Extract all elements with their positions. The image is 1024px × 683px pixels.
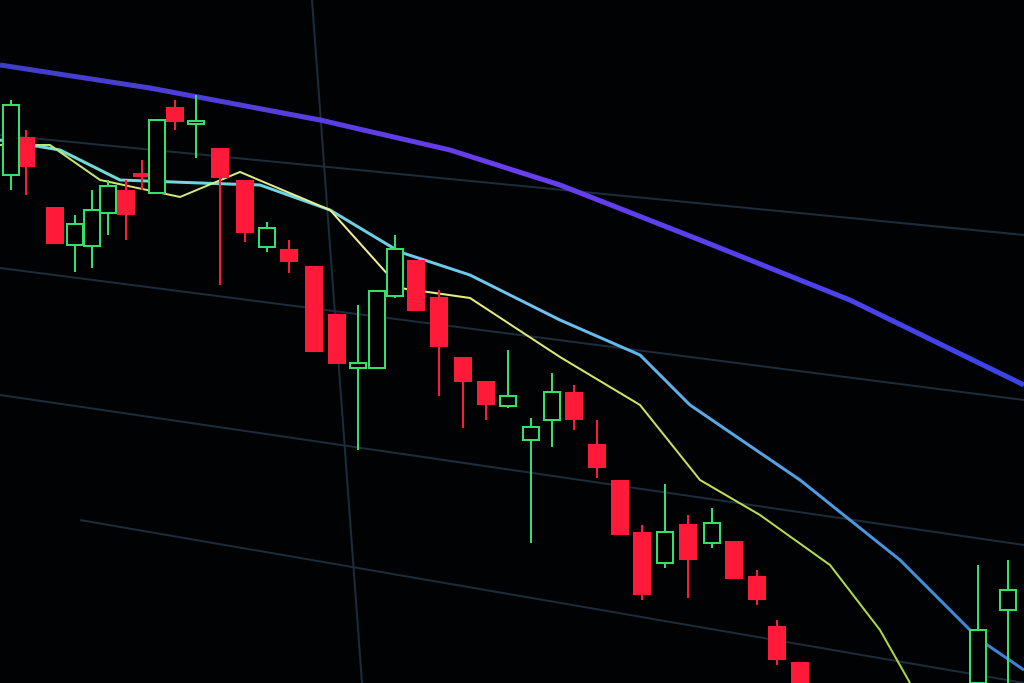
candle-body [46,207,64,244]
grid-line [0,394,1024,546]
moving-average-line [0,62,1024,388]
grid-line [0,267,1024,401]
candle-body [969,629,987,683]
candle-body [791,662,809,683]
candle-body [703,522,721,544]
candle-body [368,290,386,369]
candle-body [430,297,448,347]
candles [2,95,1017,683]
candle-body [477,381,495,405]
candle-body [280,249,298,262]
candle-body [148,119,166,194]
candle-body [66,223,84,246]
candle-body [117,190,135,215]
candle-body [305,266,323,352]
moving-average-line [0,138,1024,672]
candle-body [349,362,367,369]
candle-body [679,524,697,560]
candle-body [588,444,606,468]
candle-body [725,541,743,579]
candle-body [522,426,540,441]
candle-body [543,391,561,421]
candle-body [999,589,1017,611]
candle-body [499,395,517,407]
candle-body [83,209,101,247]
candle-body [211,148,229,178]
candle-body [2,104,20,176]
candle-body [565,392,583,420]
candle-body [258,227,276,248]
candle-body [407,260,425,311]
grid-line [0,134,1024,236]
candle-body [454,357,472,382]
candle-body [133,173,151,177]
candle-body [748,576,766,600]
candle-body [386,248,404,297]
candle-body [236,180,254,233]
candle-body [768,626,786,660]
candle-body [166,107,184,122]
candle-body [611,480,629,535]
candle-body [656,531,674,564]
candle-body [328,314,346,364]
candle-body [99,185,117,214]
candle-body [17,137,35,167]
candle-body [187,120,205,125]
candle-body [633,532,651,595]
grid-line [79,519,1024,683]
